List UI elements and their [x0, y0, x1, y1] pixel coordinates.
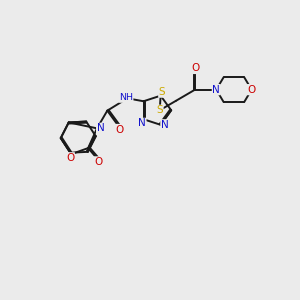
Text: N: N — [161, 120, 169, 130]
Text: O: O — [116, 124, 124, 134]
Text: O: O — [94, 157, 102, 167]
Text: O: O — [66, 153, 74, 163]
Text: N: N — [212, 85, 220, 94]
Text: O: O — [191, 63, 199, 74]
Text: N: N — [138, 118, 146, 128]
Text: S: S — [159, 87, 165, 97]
Text: S: S — [156, 105, 163, 115]
Text: O: O — [248, 85, 256, 94]
Text: NH: NH — [119, 93, 133, 102]
Text: N: N — [97, 123, 104, 133]
